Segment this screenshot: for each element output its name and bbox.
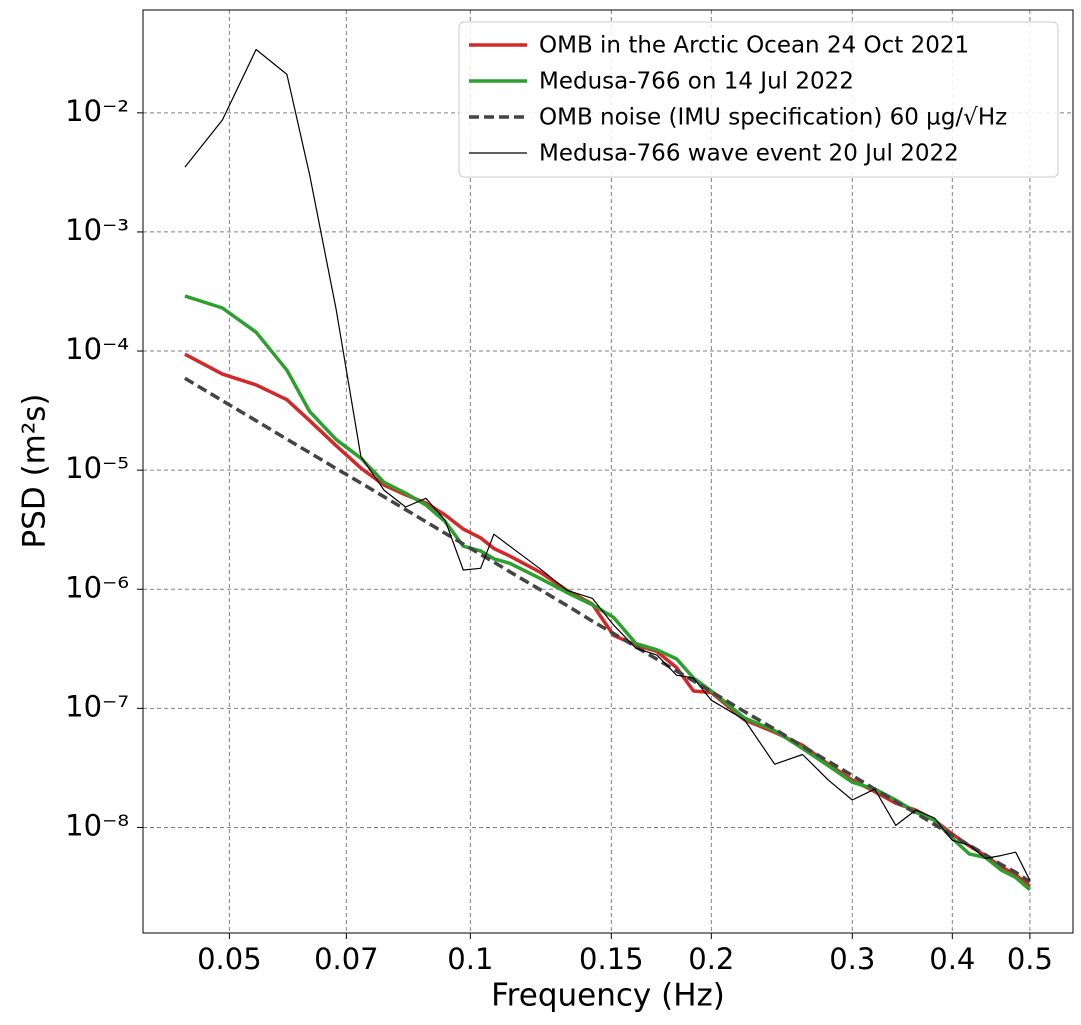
x-tick-label: 0.1: [447, 942, 493, 976]
y-tick-label: 10⁻⁷: [65, 689, 129, 723]
x-tick-label: 0.4: [929, 942, 975, 976]
y-tick-label: 10⁻⁸: [65, 808, 129, 842]
x-axis-label: Frequency (Hz): [491, 978, 725, 1014]
plot-frame: [142, 9, 1074, 934]
legend-label: OMB in the Arctic Ocean 24 Oct 2021: [539, 33, 969, 59]
legend-label: OMB noise (IMU specification) 60 µg/√Hz: [539, 105, 1007, 131]
x-tick-label: 0.15: [579, 942, 644, 976]
y-tick-label: 10⁻⁵: [65, 451, 129, 485]
y-tick-label: 10⁻³: [65, 213, 129, 247]
series-line: [184, 376, 1031, 884]
series-line: [184, 294, 1032, 892]
series-line: [184, 48, 1031, 881]
legend-label: Medusa-766 wave event 20 Jul 2022: [539, 141, 959, 167]
x-tick-label: 0.05: [197, 942, 262, 976]
x-tick-label: 0.2: [688, 942, 734, 976]
x-tick-label: 0.3: [829, 942, 875, 976]
y-tick-label: 10⁻²: [65, 94, 129, 128]
y-tick-label: 10⁻⁴: [65, 332, 129, 366]
y-tick-label: 10⁻⁶: [65, 570, 129, 604]
x-tick-label: 0.5: [1007, 942, 1053, 976]
x-tick-label: 0.07: [314, 942, 379, 976]
legend-box: [458, 21, 1059, 178]
y-axis-label: PSD (m²s): [17, 393, 53, 548]
legend-label: Medusa-766 on 14 Jul 2022: [539, 69, 854, 95]
